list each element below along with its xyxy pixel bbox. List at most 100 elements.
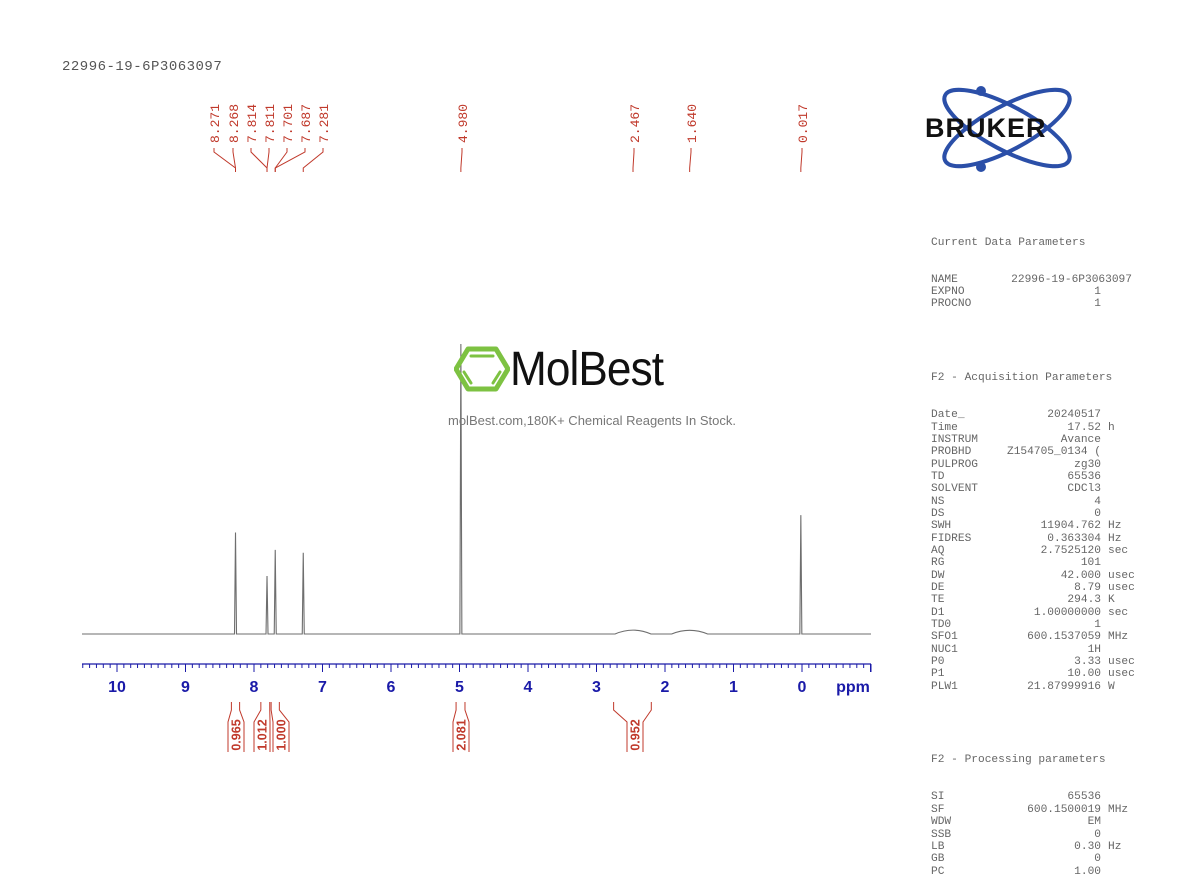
param-row: PULPROG zg30 bbox=[931, 459, 1139, 471]
benzene-logo-icon bbox=[454, 346, 510, 392]
param-row: DE 8.79 usec bbox=[931, 582, 1139, 594]
molbest-tagline: molBest.com,180K+ Chemical Reagents In S… bbox=[448, 413, 736, 428]
param-value: 0 bbox=[1094, 853, 1101, 866]
param-value: 101 bbox=[1080, 557, 1101, 570]
param-row: DW 42.000 usec bbox=[931, 570, 1139, 582]
param-key: EXPNO bbox=[931, 286, 965, 299]
param-unit bbox=[1101, 471, 1108, 483]
param-key: TD0 bbox=[931, 619, 952, 631]
param-value: 4 bbox=[1094, 495, 1101, 508]
param-unit: usec bbox=[1108, 581, 1135, 594]
param-key: DS bbox=[931, 507, 945, 520]
svg-text:0.017: 0.017 bbox=[796, 104, 811, 143]
svg-text:7.687: 7.687 bbox=[299, 104, 314, 143]
param-unit bbox=[1101, 791, 1108, 803]
ppm-axis: 10 9 8 7 6 5 4 3 2 1 0 ppm bbox=[82, 663, 872, 696]
param-key: D1 bbox=[931, 606, 945, 619]
param-value: 65536 bbox=[1067, 470, 1101, 483]
svg-text:7.811: 7.811 bbox=[263, 104, 278, 143]
svg-text:4: 4 bbox=[524, 679, 533, 696]
param-row: GB 0 bbox=[931, 853, 1139, 865]
param-key: NAME bbox=[931, 273, 958, 286]
param-value: 3.33 bbox=[1074, 656, 1101, 669]
param-row: PROCNO 1 bbox=[931, 298, 1139, 310]
svg-text:0.965: 0.965 bbox=[230, 719, 244, 750]
param-unit: Hz bbox=[1108, 840, 1122, 853]
param-row: NAME 22996-19-6P3063097 bbox=[931, 274, 1139, 286]
param-unit: usec bbox=[1108, 569, 1135, 582]
param-unit bbox=[1101, 829, 1108, 841]
param-row: SF 600.1500019 MHz bbox=[931, 804, 1139, 816]
param-key: FIDRES bbox=[931, 532, 972, 545]
param-key: PC bbox=[931, 865, 945, 878]
param-unit bbox=[1101, 446, 1108, 458]
param-row: PLW1 21.87999916 W bbox=[931, 681, 1139, 693]
param-key: GB bbox=[931, 853, 945, 866]
spectrum-trace bbox=[82, 343, 871, 635]
param-row: Time 17.52 h bbox=[931, 422, 1139, 434]
param-value: 600.1537059 bbox=[1027, 631, 1101, 644]
param-value: 294.3 bbox=[1067, 594, 1101, 607]
svg-text:2.467: 2.467 bbox=[628, 104, 643, 143]
param-key: Date_ bbox=[931, 409, 965, 422]
param-key: INSTRUM bbox=[931, 433, 978, 446]
param-unit bbox=[1101, 298, 1108, 310]
param-value: 65536 bbox=[1067, 791, 1101, 804]
svg-text:1.000: 1.000 bbox=[275, 719, 289, 750]
param-value: 0.363304 bbox=[1047, 532, 1101, 545]
svg-text:0: 0 bbox=[798, 679, 807, 696]
processing-params-header: F2 - Processing parameters bbox=[931, 754, 1106, 767]
svg-text:2: 2 bbox=[661, 679, 670, 696]
param-unit: usec bbox=[1108, 668, 1135, 681]
param-row: SSB 0 bbox=[931, 829, 1139, 841]
param-key: SFO1 bbox=[931, 631, 958, 644]
svg-text:10: 10 bbox=[108, 679, 126, 696]
acquisition-params-header: F2 - Acquisition Parameters bbox=[931, 372, 1113, 385]
param-value: 42.000 bbox=[1060, 569, 1101, 582]
param-value: 20240517 bbox=[1047, 409, 1101, 422]
param-value: 22996-19-6P3063097 bbox=[1011, 273, 1132, 286]
param-unit bbox=[1101, 619, 1108, 631]
param-value: CDCl3 bbox=[1067, 483, 1101, 496]
svg-text:1: 1 bbox=[729, 679, 738, 696]
param-unit: Hz bbox=[1108, 532, 1122, 545]
param-key: WDW bbox=[931, 816, 952, 829]
param-key: NS bbox=[931, 495, 945, 508]
param-row: RG 101 bbox=[931, 557, 1139, 569]
param-row: NS 4 bbox=[931, 496, 1139, 508]
svg-text:0.952: 0.952 bbox=[629, 719, 643, 750]
param-value: EM bbox=[1087, 816, 1101, 829]
param-value: 1.00000000 bbox=[1033, 606, 1101, 619]
param-unit bbox=[1101, 496, 1108, 508]
param-key: SF bbox=[931, 803, 945, 816]
param-unit bbox=[1101, 816, 1108, 828]
param-value: 1 bbox=[1094, 298, 1101, 311]
svg-text:7.814: 7.814 bbox=[245, 104, 260, 143]
param-row: P1 10.00 usec bbox=[931, 668, 1139, 680]
param-row: SFO1 600.1537059 MHz bbox=[931, 631, 1139, 643]
param-key: Time bbox=[931, 421, 958, 434]
param-row: FIDRES 0.363304 Hz bbox=[931, 533, 1139, 545]
param-unit: sec bbox=[1108, 544, 1129, 557]
param-unit bbox=[1101, 866, 1108, 878]
param-key: SOLVENT bbox=[931, 483, 978, 496]
svg-text:7.701: 7.701 bbox=[281, 104, 296, 143]
param-key: PLW1 bbox=[931, 680, 958, 693]
svg-text:ppm: ppm bbox=[836, 679, 870, 696]
param-unit bbox=[1101, 409, 1108, 421]
svg-text:5: 5 bbox=[455, 679, 464, 696]
param-value: 2.7525120 bbox=[1040, 544, 1101, 557]
param-unit bbox=[1101, 286, 1108, 298]
param-value: 21.87999916 bbox=[1027, 680, 1101, 693]
svg-text:9: 9 bbox=[181, 679, 190, 696]
svg-text:8.268: 8.268 bbox=[227, 104, 242, 143]
svg-text:1.640: 1.640 bbox=[685, 104, 700, 143]
param-value: 1 bbox=[1094, 286, 1101, 299]
param-key: SI bbox=[931, 791, 945, 804]
param-unit: K bbox=[1108, 594, 1115, 607]
param-key: DW bbox=[931, 569, 945, 582]
svg-text:1.012: 1.012 bbox=[256, 719, 270, 750]
param-unit: MHz bbox=[1108, 631, 1129, 644]
param-key: LB bbox=[931, 840, 945, 853]
param-key: TE bbox=[931, 594, 945, 607]
